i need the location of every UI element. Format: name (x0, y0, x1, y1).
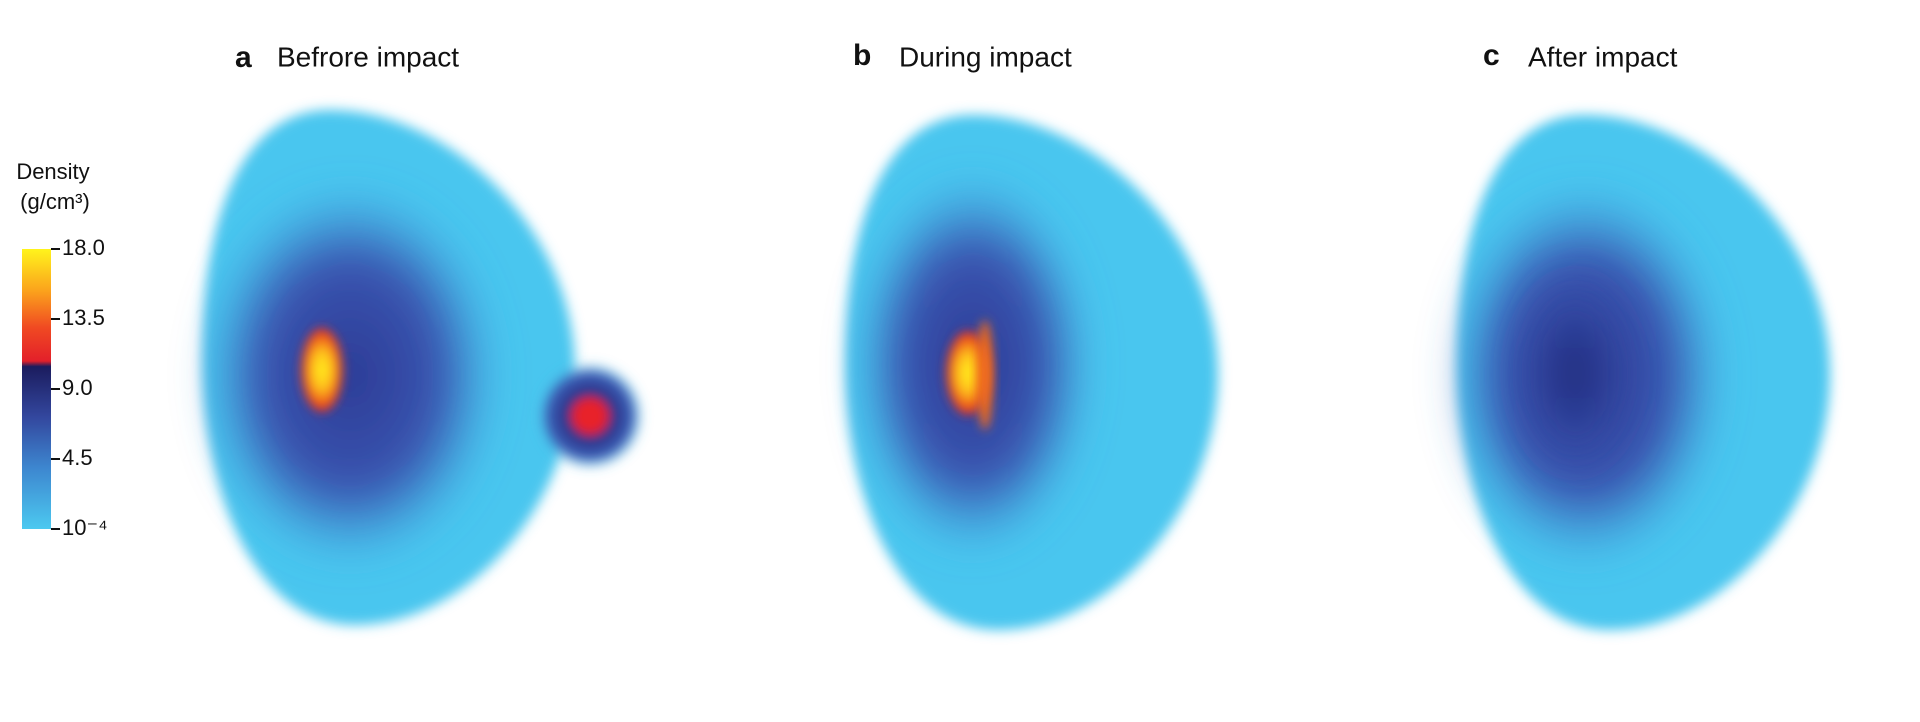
colorbar-tick-label: 10⁻⁴ (62, 515, 108, 540)
colorbar-unit: (g/cm³) (20, 189, 90, 214)
colorbar-tick-label: 9.0 (62, 375, 93, 400)
panel-c-image (1445, 115, 1830, 630)
panel-letter: b (853, 39, 871, 72)
panel-a-image (200, 110, 645, 625)
colorbar-tick-label: 13.5 (62, 305, 105, 330)
panel-b-image (845, 115, 1218, 630)
colorbar-label: Density (16, 159, 89, 184)
panel-title: After impact (1528, 41, 1678, 72)
panel-letter: c (1483, 39, 1500, 72)
colorbar (22, 249, 51, 529)
panel-letter: a (235, 41, 252, 74)
panel-title: During impact (899, 41, 1072, 72)
colorbar-tick-label: 18.0 (62, 235, 105, 260)
panel-title: Befrore impact (277, 41, 459, 72)
colorbar-tick-label: 4.5 (62, 445, 93, 470)
